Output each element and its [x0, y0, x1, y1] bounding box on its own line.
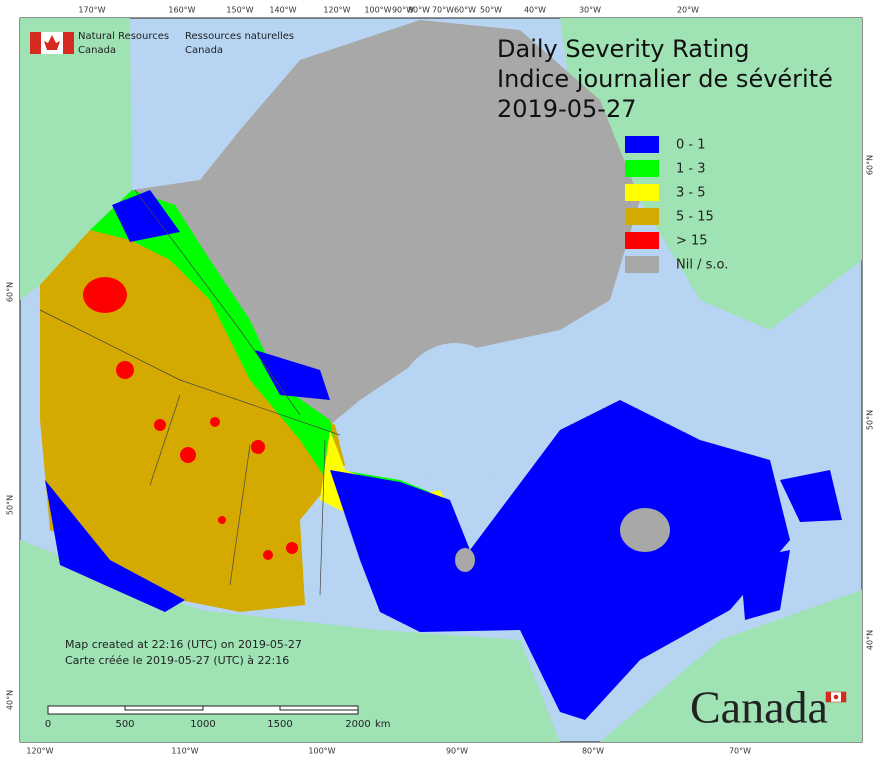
legend-label: 5 - 15: [676, 210, 714, 225]
legend-swatch: [625, 232, 659, 249]
lon-label: 20°W: [677, 6, 699, 15]
lon-label: 70°W: [432, 6, 454, 15]
agency-en: Canada: [78, 45, 116, 56]
lon-label: 70°W: [729, 747, 751, 756]
scale-label: 2000: [345, 719, 370, 730]
wordmark: Canada: [690, 682, 828, 733]
agency-fr: Ressources naturelles: [185, 31, 294, 42]
lon-label: 30°W: [579, 6, 601, 15]
lon-label: 100°W: [308, 747, 335, 756]
legend-label: 0 - 1: [676, 138, 706, 153]
legend-label: 1 - 3: [676, 162, 706, 177]
legend-swatch: [625, 256, 659, 273]
title-en: Daily Severity Rating: [497, 35, 749, 63]
lon-label: 90°W: [392, 6, 414, 15]
note: Map created at 22:16 (UTC) on 2019-05-27: [65, 638, 302, 651]
lon-label: 100°W: [364, 6, 391, 15]
legend-swatch: [625, 136, 659, 153]
lat-label: 50°N: [866, 410, 875, 430]
legend-swatch: [625, 184, 659, 201]
date: 2019-05-27: [497, 95, 636, 123]
lon-label: 140°W: [269, 6, 296, 15]
lon-label: 50°W: [480, 6, 502, 15]
lat-label: 40°N: [866, 630, 875, 650]
agency-fr: Canada: [185, 45, 223, 56]
scale-label: 500: [115, 719, 134, 730]
legend-label: Nil / s.o.: [676, 258, 728, 273]
lon-label: 120°W: [323, 6, 350, 15]
lat-label: 40°N: [6, 690, 15, 710]
legend-label: > 15: [676, 234, 708, 249]
lon-label: 120°W: [26, 747, 53, 756]
wordmark-flag: [825, 691, 847, 703]
land: [20, 18, 862, 742]
lon-label: 80°W: [582, 747, 604, 756]
lon-label: 40°W: [524, 6, 546, 15]
nrcan-flag: [30, 32, 74, 54]
title-fr: Indice journalier de sévérité: [497, 65, 833, 93]
scale-label: 0: [45, 719, 51, 730]
lat-label: 50°N: [6, 495, 15, 515]
lon-label: 160°W: [168, 6, 195, 15]
note: Carte créée le 2019-05-27 (UTC) à 22:16: [65, 654, 289, 667]
lat-label: 60°N: [6, 282, 15, 302]
scale-label: 1500: [267, 719, 292, 730]
legend-label: 3 - 5: [676, 186, 706, 201]
scale-unit: km: [375, 719, 391, 730]
legend-swatch: [625, 160, 659, 177]
lon-label: 60°W: [454, 6, 476, 15]
agency-en: Natural Resources: [78, 31, 169, 42]
lon-label: 90°W: [446, 747, 468, 756]
lat-label: 60°N: [866, 155, 875, 175]
lon-label: 80°W: [408, 6, 430, 15]
scale-bar: [47, 705, 359, 715]
lon-label: 170°W: [78, 6, 105, 15]
lon-label: 110°W: [171, 747, 198, 756]
scale-label: 1000: [190, 719, 215, 730]
lon-label: 150°W: [226, 6, 253, 15]
legend-swatch: [625, 208, 659, 225]
